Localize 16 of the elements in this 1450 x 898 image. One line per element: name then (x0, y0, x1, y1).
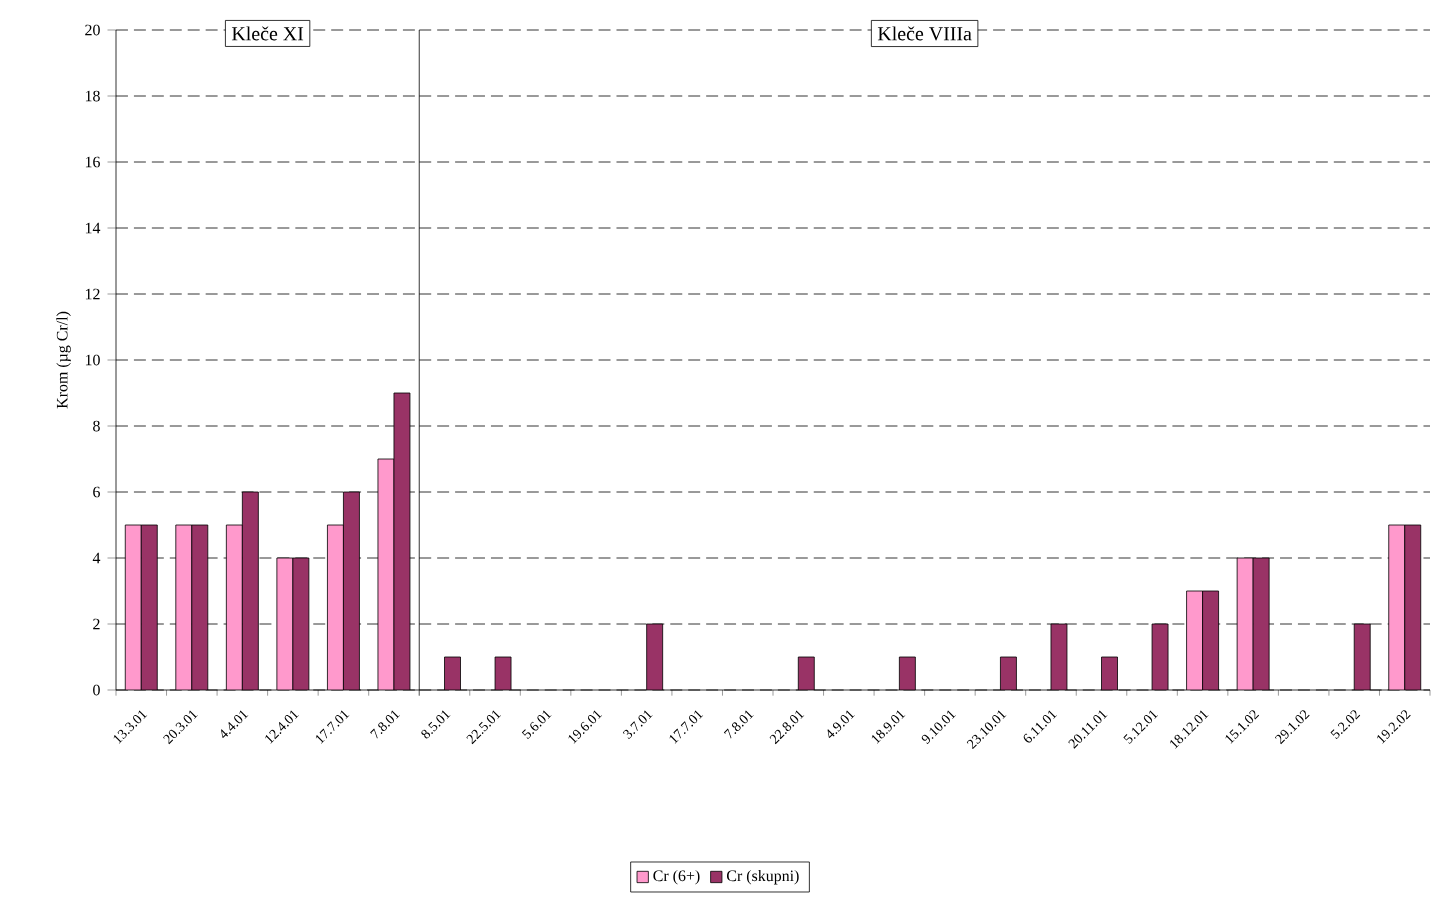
bar (646, 624, 663, 690)
bar (191, 525, 208, 690)
bar (327, 525, 344, 690)
bar (1388, 524, 1406, 690)
bar (1404, 524, 1422, 690)
bar (226, 525, 243, 690)
bar (242, 492, 259, 690)
bar (1202, 591, 1219, 690)
bar (141, 525, 158, 690)
bar (343, 492, 360, 690)
bar (1354, 624, 1371, 690)
chart-title: Kleče XI (231, 26, 304, 41)
bar (125, 525, 142, 690)
bar (1186, 591, 1203, 690)
bar (175, 525, 192, 690)
chart-title: Kleče VIIIa (877, 26, 972, 41)
